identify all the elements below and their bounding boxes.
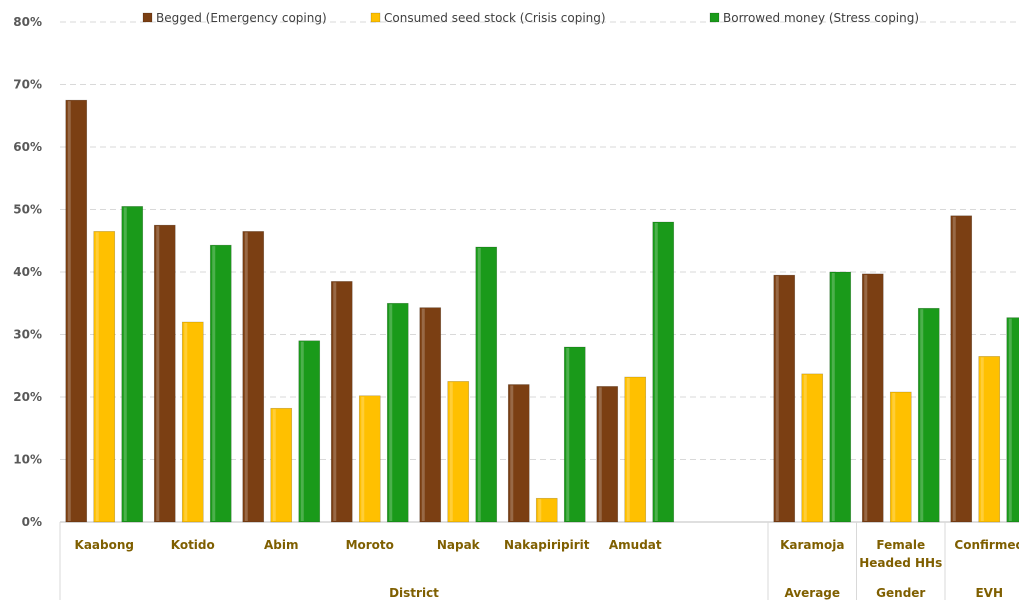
legend-label: Begged (Emergency coping) [156,11,327,25]
bar-highlight [212,246,216,521]
x-category-label: Karamoja [780,538,844,552]
y-tick-label: 70% [13,78,42,92]
x-category-label: Female [876,538,925,552]
bar [153,224,176,523]
legend-swatch [142,12,153,23]
legend-swatch [370,12,381,23]
y-tick-label: 20% [13,390,42,404]
bar [652,221,675,523]
bar [121,206,144,523]
x-category-label: Nakapiripirit [504,538,590,552]
bars [65,99,1019,523]
bar-highlight [566,348,570,521]
bar-highlight [123,207,127,521]
bar-highlight [184,323,188,521]
bar [563,346,586,523]
x-group-label: EVH [975,586,1003,600]
legend-label: Consumed seed stock (Crisis coping) [384,11,606,25]
bar-highlight [980,357,984,521]
y-tick-label: 60% [13,140,42,154]
bar-highlight [654,223,658,521]
x-category-label: Headed HHs [859,556,942,570]
bar-highlight [892,393,896,521]
bar [358,395,381,523]
bar-highlight [156,226,160,521]
bar-highlight [920,309,924,521]
bar-highlight [831,273,835,521]
bar [950,215,973,523]
bar-highlight [864,274,868,521]
bar [889,391,912,523]
x-group-label: District [389,586,439,600]
x-axis-groups: District Average Gender EVH [59,522,1003,600]
bar [507,384,530,523]
y-tick-label: 30% [13,328,42,342]
bar [773,274,796,523]
bar [181,321,204,523]
bar-highlight [361,396,365,521]
x-category-label: Moroto [346,538,394,552]
bar [624,376,647,523]
bar-highlight [244,232,248,521]
x-category-label: Kaabong [75,538,134,552]
bar [270,407,293,523]
bar-highlight [421,308,425,521]
bar-highlight [389,304,393,521]
bar-highlight [775,276,779,521]
bar [65,99,88,523]
legend: Begged (Emergency coping) Consumed seed s… [142,11,919,25]
y-tick-label: 80% [13,15,42,29]
x-group-label: Gender [876,586,925,600]
bar-highlight [598,387,602,521]
x-category-label: Confirmed [954,538,1019,552]
bar [861,273,884,523]
bar-highlight [952,216,956,521]
bar [330,281,353,523]
y-axis-ticks: 0% 10% 20% 30% 40% 50% 60% 70% 80% [13,15,42,529]
bar-highlight [300,341,304,521]
bar [1006,317,1019,523]
x-group-label: Average [784,586,840,600]
bar-highlight [449,382,453,521]
bar [596,386,619,523]
bar-highlight [272,409,276,521]
bar-highlight [333,282,337,521]
bar [419,307,442,523]
x-category-label: Abim [264,538,299,552]
bar [535,497,558,523]
bar-highlight [1008,318,1012,521]
bar-highlight [510,385,514,521]
bar [801,373,824,523]
y-tick-label: 10% [13,453,42,467]
legend-swatch [709,12,720,23]
y-tick-label: 40% [13,265,42,279]
bar-highlight [477,248,481,521]
bar [386,302,409,523]
bar [93,231,116,523]
bar [475,246,498,523]
bar [829,271,852,523]
x-category-label: Amudat [609,538,662,552]
x-category-label: Kotido [171,538,215,552]
bar-highlight [95,232,99,521]
bar [917,307,940,523]
bar-highlight [538,499,542,521]
bar-highlight [803,374,807,521]
bar [242,231,265,523]
bar [209,244,232,523]
legend-label: Borrowed money (Stress coping) [723,11,919,25]
bar [447,381,470,523]
y-tick-label: 50% [13,203,42,217]
bar-highlight [626,378,630,521]
bar [978,356,1001,523]
bar [298,340,321,523]
bar-highlight [67,101,71,521]
x-axis-categories: Kaabong Kotido Abim Moroto Napak Nakapiripiri… [75,538,1019,570]
x-category-label: Napak [437,538,481,552]
y-tick-label: 0% [22,515,42,529]
